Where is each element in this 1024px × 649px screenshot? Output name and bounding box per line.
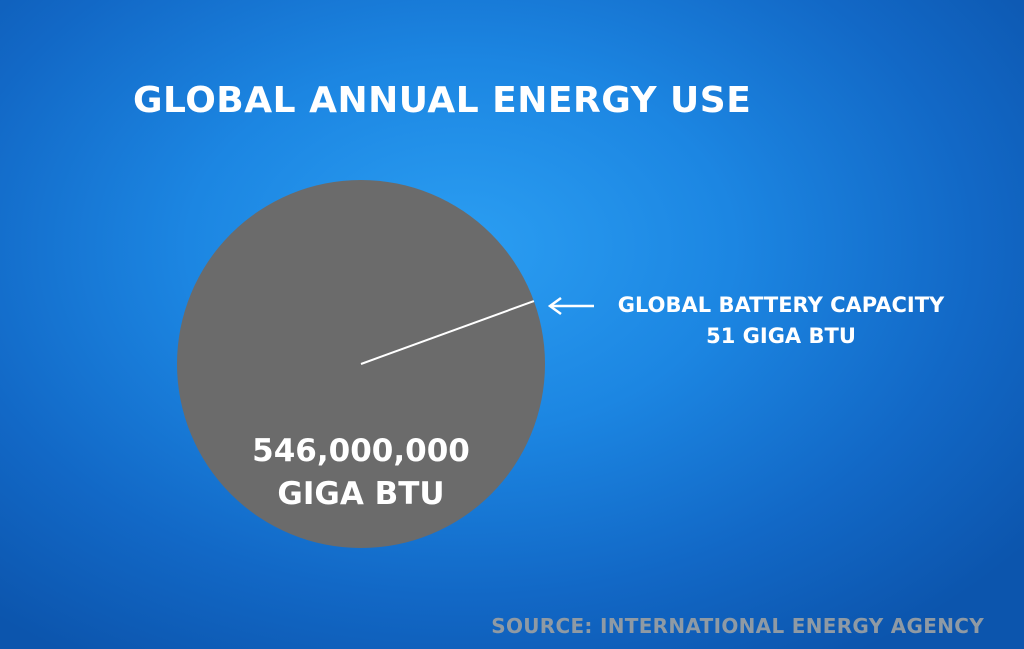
battery-capacity-annotation: GLOBAL BATTERY CAPACITY 51 GIGA BTU — [600, 290, 962, 352]
annotation-line-2: 51 GIGA BTU — [706, 324, 856, 348]
pie-slice-battery-capacity — [360, 300, 535, 365]
source-credit: SOURCE: INTERNATIONAL ENERGY AGENCY — [491, 614, 984, 638]
chart-title: GLOBAL ANNUAL ENERGY USE — [133, 80, 752, 121]
energy-use-label: 546,000,000 GIGA BTU — [236, 430, 486, 516]
annotation-line-1: GLOBAL BATTERY CAPACITY — [617, 293, 945, 317]
energy-use-unit: GIGA BTU — [277, 476, 445, 512]
energy-use-value: 546,000,000 — [252, 433, 470, 469]
arrow-left-icon — [547, 296, 594, 316]
